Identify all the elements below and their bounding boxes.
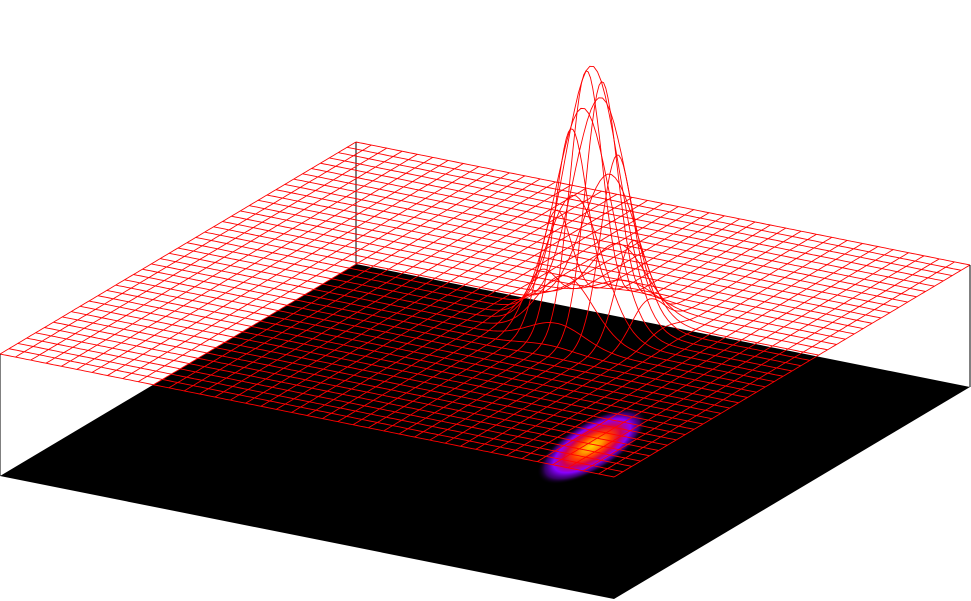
wireframe-line-x-9 xyxy=(137,169,495,383)
wireframe-line-x-22 xyxy=(337,209,694,422)
wireframe-line-x-17 xyxy=(260,193,618,407)
wireframe-line-x-16 xyxy=(245,190,602,404)
wireframe-line-x-26 xyxy=(398,70,756,435)
wireframe-surface xyxy=(0,65,971,478)
wireframe-line-x-8 xyxy=(122,166,480,379)
wireframe-line-x-1 xyxy=(15,144,372,358)
wireframe-line-x-31 xyxy=(475,236,833,450)
heatmap-peak-projection xyxy=(537,407,648,485)
wireframe-line-x-29 xyxy=(444,230,802,444)
wireframe-line-x-14 xyxy=(214,184,572,398)
wireframe-line-x-40 xyxy=(613,264,971,478)
wireframe-line-x-13 xyxy=(199,181,556,395)
wireframe-line-x-6 xyxy=(91,160,449,373)
wireframe-line-x-24 xyxy=(368,209,725,429)
wireframe-line-x-37 xyxy=(567,255,925,469)
wireframe-line-x-34 xyxy=(521,246,879,459)
wireframe-line-x-2 xyxy=(30,147,387,361)
wireframe-line-x-33 xyxy=(506,243,863,456)
wireframe-line-x-38 xyxy=(583,258,940,472)
wireframe-line-x-3 xyxy=(45,150,403,364)
wireframe-line-x-28 xyxy=(429,154,787,441)
wireframe-line-x-0 xyxy=(0,141,357,355)
wireframe-line-x-32 xyxy=(490,240,848,453)
wireframe-line-x-21 xyxy=(322,206,679,419)
wireframe-line-x-23 xyxy=(352,212,710,426)
wireframe-line-x-12 xyxy=(183,178,541,392)
wireframe-line-x-7 xyxy=(107,163,464,376)
wireframe-line-x-35 xyxy=(537,249,894,462)
wireframe-line-x-19 xyxy=(291,200,648,413)
wireframe-line-x-10 xyxy=(153,172,510,386)
wireframe-line-x-39 xyxy=(598,261,955,475)
wireframe-line-x-30 xyxy=(460,233,817,447)
wireframe-line-x-18 xyxy=(276,197,633,410)
wireframe-line-x-4 xyxy=(61,153,418,367)
wireframe-line-x-5 xyxy=(76,157,434,370)
wireframe-line-x-15 xyxy=(230,187,587,401)
box-front-edges xyxy=(0,265,971,476)
wireframe-line-x-20 xyxy=(306,203,664,416)
wireframe-line-x-11 xyxy=(168,175,526,389)
wireframe-line-x-36 xyxy=(552,252,909,466)
wireframe-line-x-27 xyxy=(414,81,771,438)
wireframe-line-x-25 xyxy=(383,128,741,432)
